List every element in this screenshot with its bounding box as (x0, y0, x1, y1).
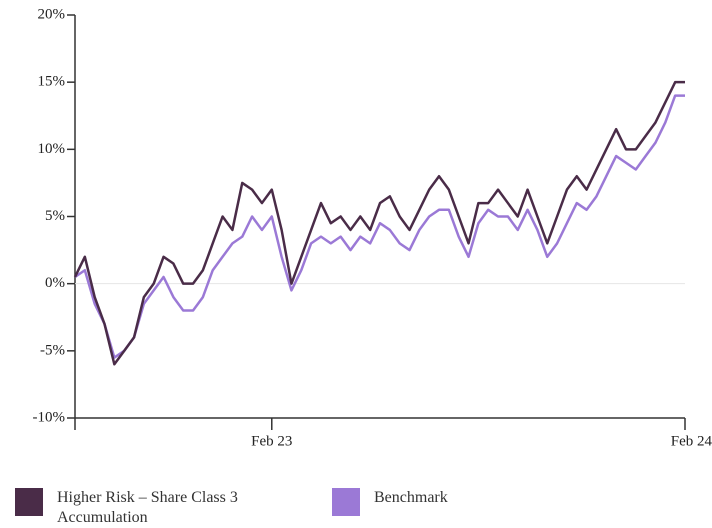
legend-label: Higher Risk – Share Class 3 Accumulation (57, 489, 238, 526)
legend-label: Benchmark (374, 489, 448, 506)
series-line (73, 80, 685, 366)
chart: -10% -5% 0% 5% 10% 15% 20% Feb 23 Feb 24 (33, 6, 712, 449)
series-line (74, 94, 685, 359)
y-tick-label: 0% (45, 275, 65, 291)
x-tick-label: Feb 23 (251, 433, 292, 449)
legend-swatch (15, 488, 43, 516)
y-tick-label: 5% (45, 208, 65, 224)
y-tick-label: -10% (33, 409, 66, 425)
y-tick-label: 20% (38, 6, 66, 22)
y-tick-label: -5% (40, 342, 65, 358)
x-tick-label: Feb 24 (671, 433, 712, 449)
y-tick-label: 10% (38, 141, 66, 157)
legend: Higher Risk – Share Class 3 Accumulation… (15, 488, 705, 528)
y-tick-label: 15% (38, 74, 66, 90)
legend-swatch (332, 488, 360, 516)
legend-item: Higher Risk – Share Class 3 Accumulation (15, 488, 272, 528)
legend-item: Benchmark (332, 488, 589, 528)
